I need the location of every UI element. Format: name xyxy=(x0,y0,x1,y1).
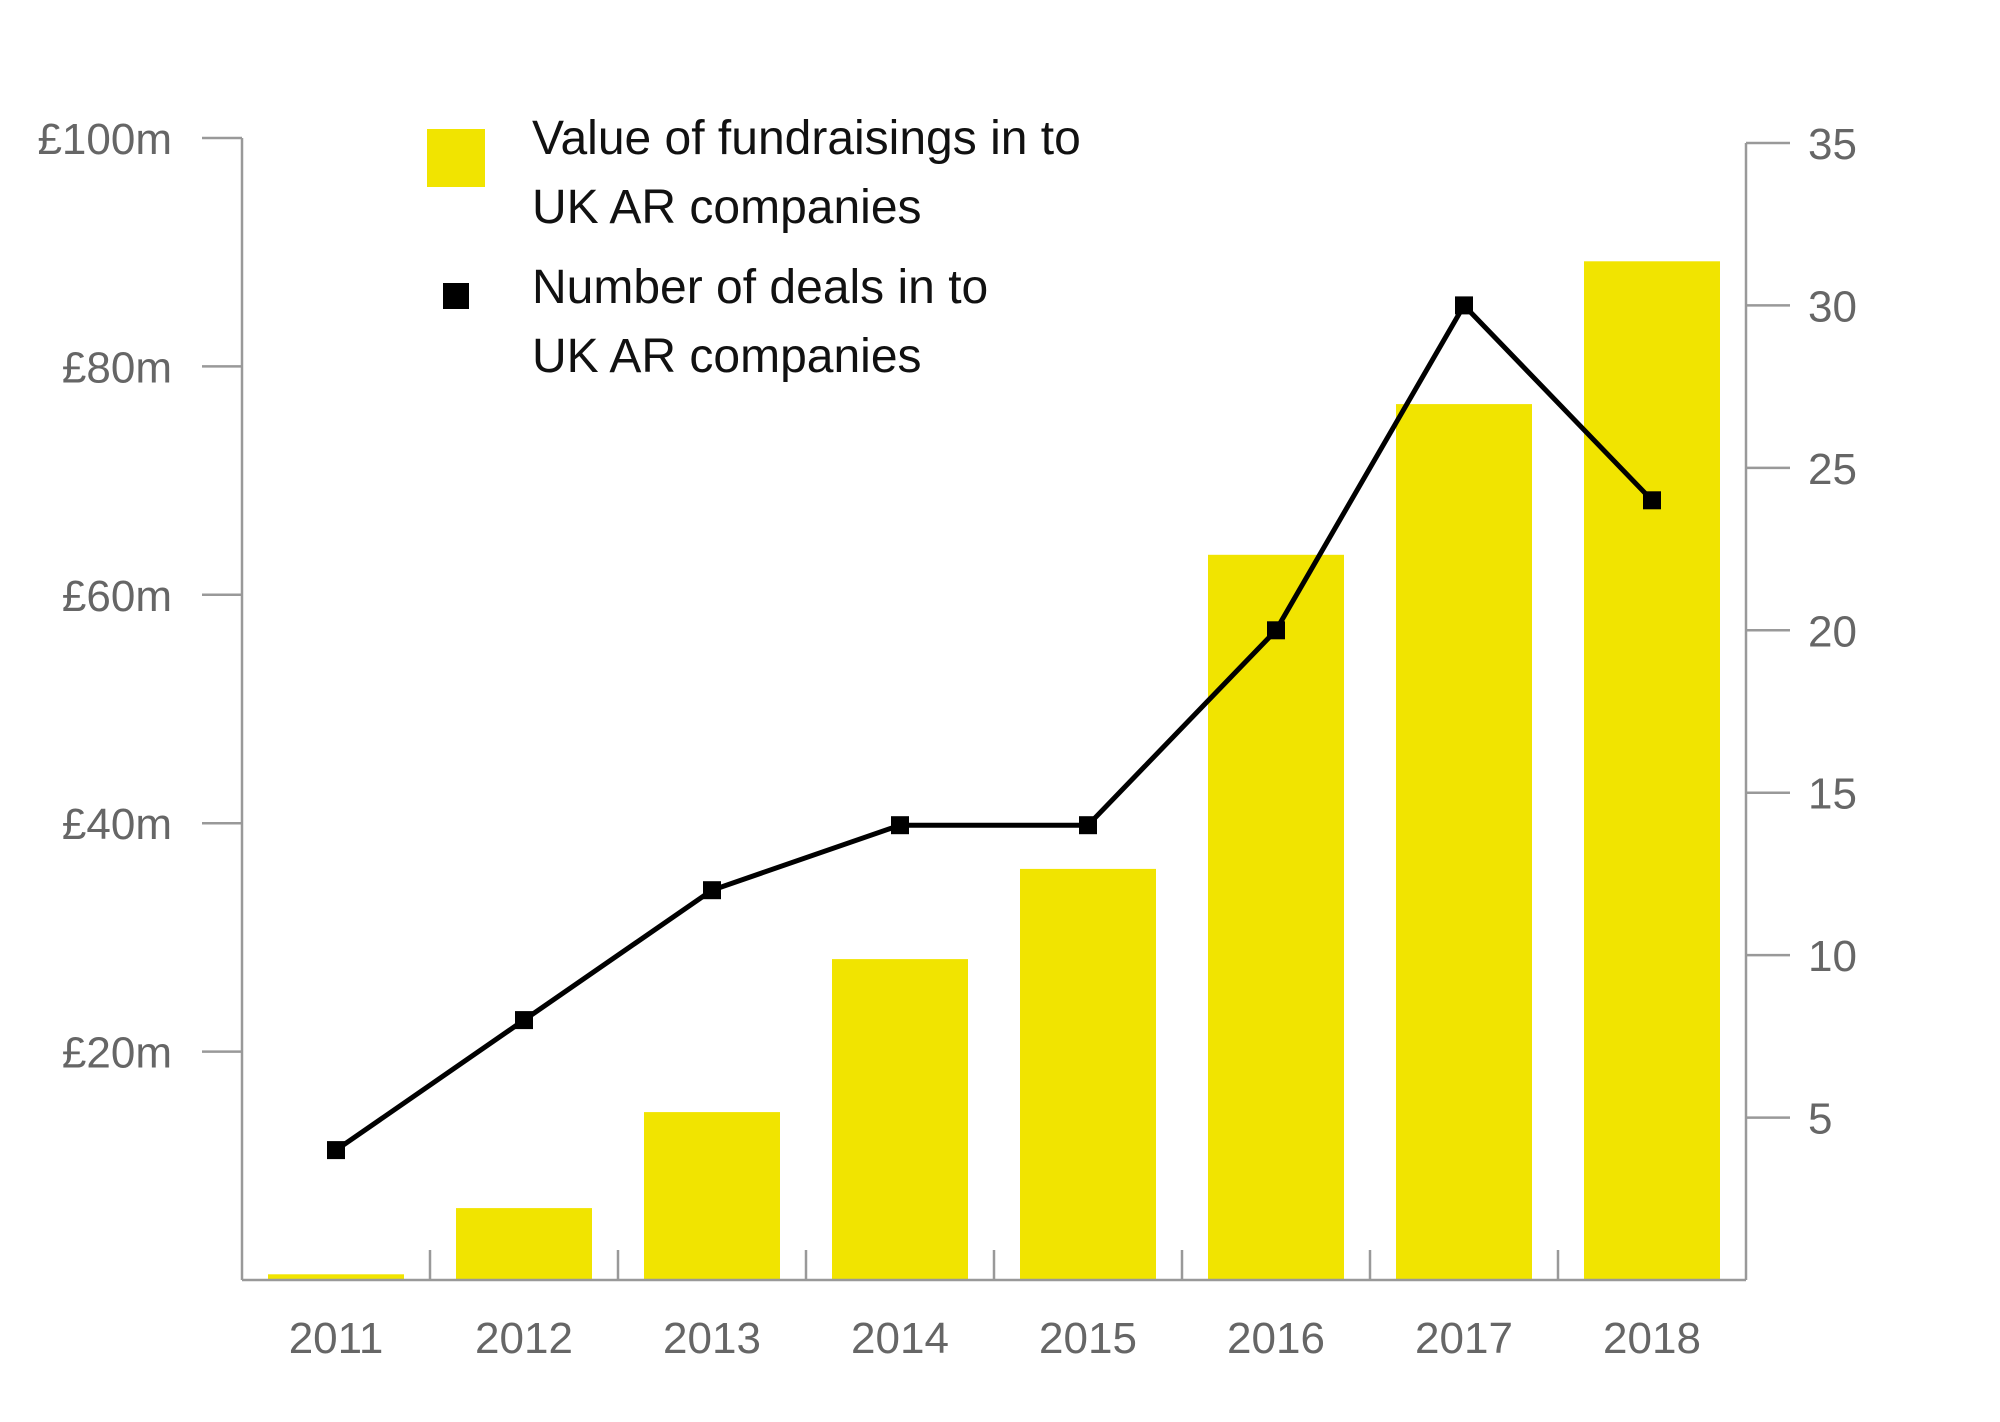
right-tick-label: 30 xyxy=(1808,282,1857,331)
deals-point-2012 xyxy=(515,1011,533,1030)
bar-2018 xyxy=(1584,261,1720,1280)
deals-point-2014 xyxy=(891,816,909,835)
deals-point-2013 xyxy=(703,881,721,900)
bars xyxy=(268,261,1720,1281)
legend-bar-label-line2: UK AR companies xyxy=(532,181,922,234)
bar-2015 xyxy=(1020,868,1156,1280)
right-tick-label: 10 xyxy=(1808,932,1857,981)
deals-point-2018 xyxy=(1643,491,1661,510)
ticks: £20m £40m £60m £80m £100m 5 10 15 20 25 30 35 2011 20… xyxy=(37,115,1857,1363)
x-tick-label-2014: 2014 xyxy=(851,1314,949,1363)
deals-point-2016 xyxy=(1267,621,1285,640)
legend-bar-label-line1: Value of fundraisings in to xyxy=(532,112,1081,165)
x-tick-label-2011: 2011 xyxy=(289,1314,384,1363)
right-tick-label: 5 xyxy=(1808,1095,1832,1144)
legend-line-label-line2: UK AR companies xyxy=(532,330,922,383)
x-tick-label-2018: 2018 xyxy=(1603,1314,1701,1363)
deals-point-2015 xyxy=(1079,816,1097,835)
left-tick-label: £40m xyxy=(62,800,172,849)
deals-point-2017 xyxy=(1455,296,1473,315)
line-series xyxy=(327,296,1661,1160)
bar-2012 xyxy=(456,1208,592,1280)
legend-line-marker xyxy=(443,283,469,309)
x-tick-label-2012: 2012 xyxy=(475,1314,573,1363)
bar-2013 xyxy=(644,1112,780,1280)
legend-bar-swatch xyxy=(427,129,485,187)
left-tick-label: £20m xyxy=(62,1029,172,1078)
left-tick-label: £80m xyxy=(62,343,172,392)
left-tick-label: £100m xyxy=(37,115,172,164)
right-tick-label: 35 xyxy=(1808,120,1857,169)
right-tick-label: 25 xyxy=(1808,445,1857,494)
x-tick-label-2013: 2013 xyxy=(663,1314,761,1363)
x-tick-label-2016: 2016 xyxy=(1227,1314,1325,1363)
bar-2014 xyxy=(832,959,968,1280)
x-tick-label-2015: 2015 xyxy=(1039,1314,1137,1363)
right-tick-label: 15 xyxy=(1808,770,1857,819)
x-tick-label-2017: 2017 xyxy=(1415,1314,1513,1363)
legend: Value of fundraisings in to UK AR compan… xyxy=(427,112,1081,383)
bar-2016 xyxy=(1208,554,1344,1280)
legend-line-label-line1: Number of deals in to xyxy=(532,261,988,314)
left-tick-label: £60m xyxy=(62,572,172,621)
bar-2017 xyxy=(1396,404,1532,1281)
deals-point-2011 xyxy=(327,1141,345,1160)
deals-line xyxy=(334,302,1654,1153)
bar-2011 xyxy=(268,1274,404,1280)
right-tick-label: 20 xyxy=(1808,607,1857,656)
